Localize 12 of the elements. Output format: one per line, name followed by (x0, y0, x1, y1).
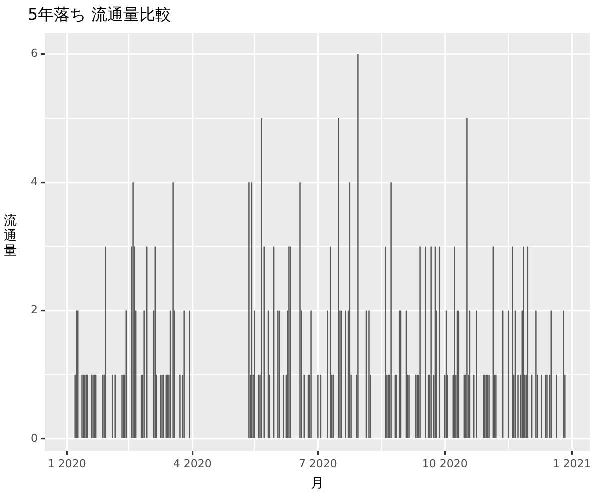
x-tick-label: 7 2020 (298, 458, 338, 471)
chart-title: 5年落ち 流通量比較 (28, 4, 172, 24)
y-tick-label: 0 (31, 432, 38, 445)
y-axis-title: 流通量 (4, 214, 17, 260)
y-tick-label: 4 (31, 175, 38, 188)
x-tick-label: 4 2020 (173, 458, 212, 471)
x-tick-label: 10 2020 (422, 458, 468, 471)
y-tick-label: 2 (31, 304, 38, 317)
x-axis-title: 月 (311, 476, 324, 492)
x-tick-label: 1 2020 (48, 458, 86, 471)
y-tick-label: 6 (31, 47, 38, 60)
x-tick-label: 1 2021 (552, 458, 592, 471)
